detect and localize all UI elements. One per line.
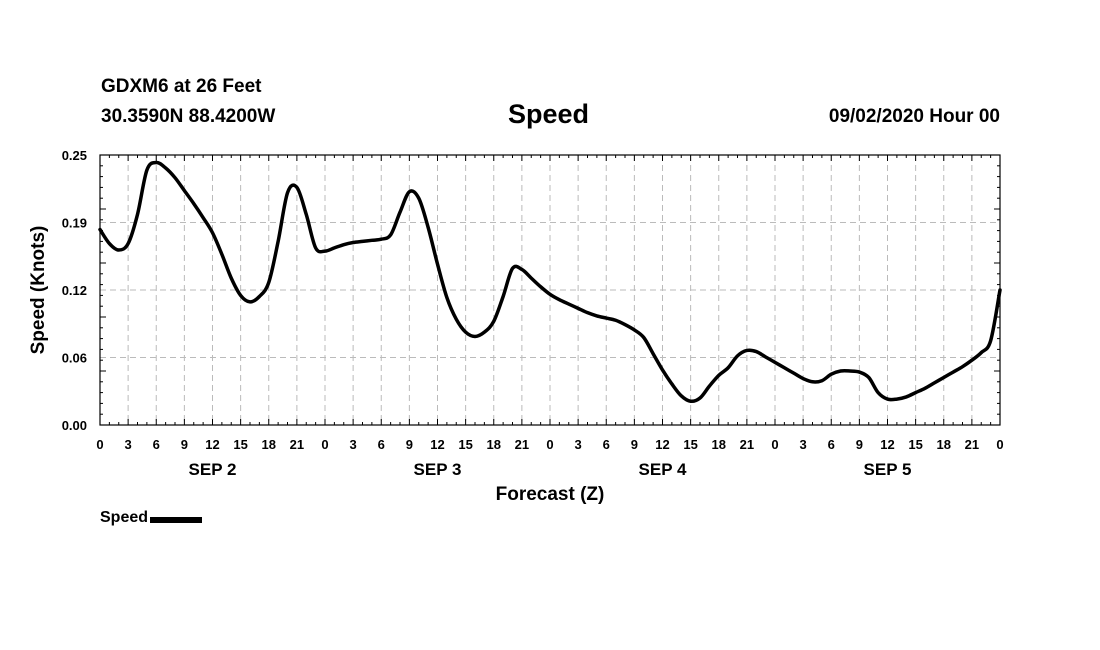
- x-tick-label: 0: [321, 437, 328, 452]
- x-tick-label: 12: [205, 437, 219, 452]
- x-tick-label: 9: [856, 437, 863, 452]
- x-tick-label: 0: [546, 437, 553, 452]
- x-tick-label: 6: [378, 437, 385, 452]
- x-tick-label: 0: [996, 437, 1003, 452]
- y-axis-label: Speed (Knots): [28, 226, 49, 355]
- x-tick-label: 18: [712, 437, 726, 452]
- day-label: SEP 4: [639, 460, 687, 479]
- day-label: SEP 5: [864, 460, 912, 479]
- x-tick-label: 6: [828, 437, 835, 452]
- y-tick-label: 0.19: [62, 216, 87, 231]
- x-axis-label: Forecast (Z): [496, 484, 605, 505]
- x-tick-label: 18: [262, 437, 276, 452]
- x-tick-label: 21: [965, 437, 979, 452]
- x-tick-label: 18: [937, 437, 951, 452]
- day-label: SEP 3: [414, 460, 462, 479]
- x-tick-label: 15: [458, 437, 472, 452]
- legend: Speed: [100, 509, 203, 527]
- y-tick-label: 0.06: [62, 351, 87, 366]
- x-tick-label: 0: [96, 437, 103, 452]
- x-tick-label: 3: [350, 437, 357, 452]
- x-tick-label: 12: [430, 437, 444, 452]
- x-tick-label: 3: [575, 437, 582, 452]
- x-tick-label: 6: [153, 437, 160, 452]
- x-tick-label: 6: [603, 437, 610, 452]
- x-tick-label: 9: [631, 437, 638, 452]
- x-tick-label: 21: [740, 437, 754, 452]
- x-tick-label: 15: [683, 437, 697, 452]
- x-tick-label: 15: [233, 437, 247, 452]
- y-tick-label: 0.00: [62, 418, 87, 433]
- x-tick-label: 12: [655, 437, 669, 452]
- x-tick-label: 9: [406, 437, 413, 452]
- x-tick-label: 3: [800, 437, 807, 452]
- x-tick-label: 15: [908, 437, 922, 452]
- forecast-datetime: 09/02/2020 Hour 00: [828, 106, 1000, 127]
- x-tick-label: 9: [181, 437, 188, 452]
- y-tick-label: 0.25: [62, 148, 87, 163]
- x-tick-label: 18: [487, 437, 501, 452]
- coordinates-label: 30.3590N 88.4200W: [101, 106, 276, 127]
- x-tick-label: 0: [771, 437, 778, 452]
- y-tick-label: 0.12: [62, 283, 87, 298]
- legend-swatch-speed: [150, 517, 203, 523]
- legend-label-speed: Speed: [100, 509, 149, 526]
- chart-title: Speed: [508, 99, 590, 129]
- x-tick-label: 12: [880, 437, 894, 452]
- x-tick-label: 21: [515, 437, 529, 452]
- x-tick-label: 21: [290, 437, 304, 452]
- station-label: GDXM6 at 26 Feet: [101, 76, 262, 97]
- series-line-speed: [98, 160, 1002, 404]
- x-tick-label: 3: [125, 437, 132, 452]
- day-label: SEP 2: [189, 460, 237, 479]
